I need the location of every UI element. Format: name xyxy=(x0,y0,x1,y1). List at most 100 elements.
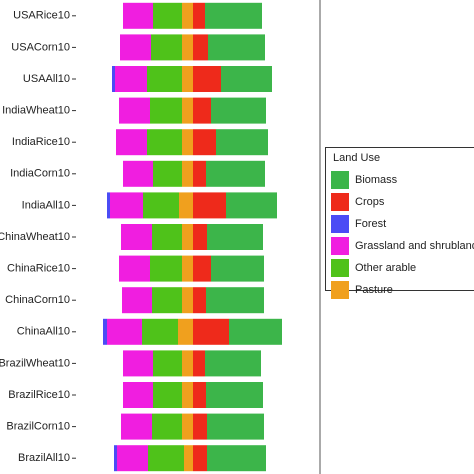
bar-segment xyxy=(150,97,182,124)
bar-segment xyxy=(193,192,226,219)
bar-segment xyxy=(206,382,263,408)
bar-segment xyxy=(112,66,115,92)
bar-segment xyxy=(221,66,272,92)
legend-key xyxy=(331,193,349,211)
y-tick-label: ChinaWheat10 xyxy=(0,231,70,243)
bar-segment xyxy=(122,287,152,314)
legend-label: Other arable xyxy=(355,262,416,274)
bar-segment xyxy=(153,2,182,29)
bar-segment xyxy=(211,255,264,282)
y-tick-label: BrazilCorn10 xyxy=(6,421,70,433)
bar-segment xyxy=(152,413,182,440)
legend-key xyxy=(331,237,349,255)
y-tick-label: USARice10 xyxy=(13,10,70,22)
y-tick-label: ChinaRice10 xyxy=(7,263,70,275)
bar-segment xyxy=(193,287,206,314)
bar-segment xyxy=(182,2,193,29)
bar-segment xyxy=(151,34,182,61)
legend-label: Pasture xyxy=(355,284,393,296)
bar-segment xyxy=(207,445,266,472)
legend-key xyxy=(331,171,349,189)
bar-segment xyxy=(207,224,263,250)
bar-segment xyxy=(150,255,182,282)
y-tick-label: BrazilRice10 xyxy=(8,389,70,401)
bar-segment xyxy=(115,66,147,92)
bar-segment xyxy=(193,97,211,124)
bar-segment xyxy=(147,129,182,156)
bar-segment xyxy=(193,350,205,377)
bar-segment xyxy=(229,318,282,345)
bar-segment xyxy=(193,255,211,282)
bar-segment xyxy=(153,160,182,187)
bar-segment xyxy=(152,287,182,314)
bar-segment xyxy=(119,97,150,124)
bar-segment xyxy=(110,192,143,219)
bar-segment xyxy=(216,129,268,156)
y-tick-label: IndiaRice10 xyxy=(12,136,70,148)
legend-key xyxy=(331,259,349,277)
bar-segment xyxy=(193,160,206,187)
bar-segment xyxy=(178,318,193,345)
bar-segment xyxy=(193,129,216,156)
bar-segment xyxy=(107,318,142,345)
bar-segment xyxy=(207,413,264,440)
bar-segment xyxy=(153,350,182,377)
legend-label: Biomass xyxy=(355,174,398,186)
bar-segment xyxy=(206,160,265,187)
bar-segment xyxy=(121,224,152,250)
legend: Land Use Biomass Crops Forest Grassland and… xyxy=(325,147,474,299)
y-tick-label: ChinaAll10 xyxy=(17,326,70,338)
bar-segment xyxy=(193,382,206,408)
bar-segment xyxy=(153,382,182,408)
bar-segment xyxy=(193,318,229,345)
bar-segment xyxy=(182,350,193,377)
bar-segment xyxy=(103,318,107,345)
bar-segment xyxy=(117,445,148,472)
bar-segment xyxy=(205,350,261,377)
bar-segment xyxy=(193,445,207,472)
bar-segment xyxy=(182,287,193,314)
bar-segment xyxy=(193,2,205,29)
bar-segment xyxy=(182,97,193,124)
bar-segment xyxy=(182,34,193,61)
bar-segment xyxy=(182,129,193,156)
bar-segment xyxy=(116,129,147,156)
y-tick-label: IndiaCorn10 xyxy=(10,168,70,180)
bar-segment xyxy=(208,34,265,61)
legend-key xyxy=(331,215,349,233)
bar-segment xyxy=(226,192,277,219)
y-tick-label: ChinaCorn10 xyxy=(5,294,70,306)
bar-segment xyxy=(148,445,184,472)
y-tick-label: USAAll10 xyxy=(23,73,70,85)
legend-key xyxy=(331,281,349,299)
bar-segment xyxy=(120,34,151,61)
bar-segment xyxy=(193,34,208,61)
bar-segment xyxy=(211,97,266,124)
bar-segment xyxy=(123,382,153,408)
bar-segment xyxy=(205,2,262,29)
bar-segment xyxy=(182,255,193,282)
bar-segment xyxy=(152,224,182,250)
bar-segment xyxy=(123,350,153,377)
bar-segment xyxy=(147,66,182,92)
bar-segment xyxy=(182,413,193,440)
bar-segment xyxy=(206,287,264,314)
bar-segment xyxy=(123,160,153,187)
bar-segment xyxy=(142,318,178,345)
bar-segment xyxy=(182,160,193,187)
y-tick-label: IndiaAll10 xyxy=(22,199,70,211)
y-tick-label: IndiaWheat10 xyxy=(2,105,70,117)
bar-segment xyxy=(121,413,152,440)
bar-segment xyxy=(184,445,193,472)
bar-segment xyxy=(179,192,193,219)
legend-label: Crops xyxy=(355,196,385,208)
bar-segment xyxy=(193,413,207,440)
bar-segment xyxy=(143,192,179,219)
y-tick-label: USACorn10 xyxy=(11,41,70,53)
bar-segment xyxy=(182,224,193,250)
bar-segment xyxy=(107,192,110,219)
bar-segment xyxy=(123,2,153,29)
legend-label: Forest xyxy=(355,218,386,230)
